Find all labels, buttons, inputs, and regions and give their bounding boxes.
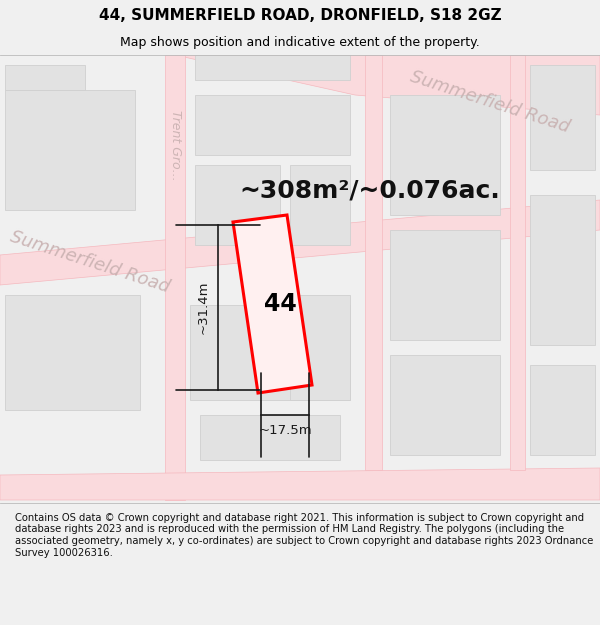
Bar (290, 165, 350, 245)
Bar (195, 95, 350, 155)
Bar (5, 90, 135, 210)
Polygon shape (0, 200, 600, 285)
Polygon shape (175, 55, 600, 115)
Bar (195, 165, 280, 245)
Bar (530, 65, 595, 170)
Bar (195, 55, 350, 80)
Text: 44: 44 (264, 292, 297, 316)
Text: ~31.4m: ~31.4m (197, 281, 209, 334)
Bar (530, 365, 595, 455)
Text: ~17.5m: ~17.5m (258, 424, 312, 438)
Polygon shape (510, 55, 525, 470)
Bar (530, 195, 595, 345)
Bar (5, 295, 140, 410)
Text: ~308m²/~0.076ac.: ~308m²/~0.076ac. (239, 178, 500, 202)
Bar (5, 65, 85, 90)
Polygon shape (165, 55, 185, 500)
Text: Summerfield Road: Summerfield Road (408, 68, 572, 136)
Bar (390, 355, 500, 455)
Polygon shape (233, 215, 312, 393)
Text: Contains OS data © Crown copyright and database right 2021. This information is : Contains OS data © Crown copyright and d… (15, 512, 593, 558)
Bar (200, 415, 340, 460)
Text: Trent Gro...: Trent Gro... (169, 110, 182, 180)
Polygon shape (0, 468, 600, 500)
Text: 44, SUMMERFIELD ROAD, DRONFIELD, S18 2GZ: 44, SUMMERFIELD ROAD, DRONFIELD, S18 2GZ (98, 8, 502, 23)
Bar (390, 230, 500, 340)
Polygon shape (365, 55, 382, 470)
Text: Map shows position and indicative extent of the property.: Map shows position and indicative extent… (120, 36, 480, 49)
Bar (190, 305, 350, 400)
Text: Summerfield Road: Summerfield Road (8, 228, 172, 296)
Bar (390, 95, 500, 215)
Bar (290, 295, 350, 400)
